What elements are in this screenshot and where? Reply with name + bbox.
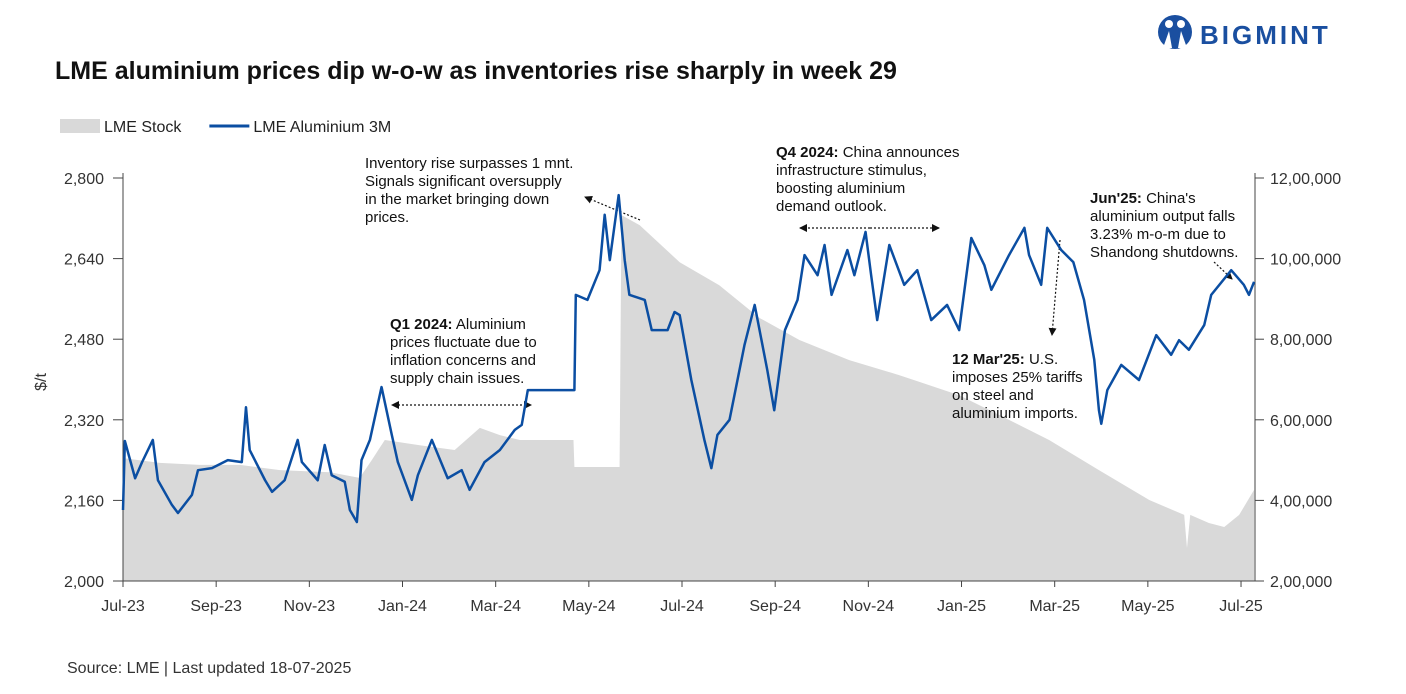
price-line [121, 193, 1256, 524]
logo: BIGMINT [1158, 15, 1331, 50]
annotation-text: Shandong shutdowns. [1090, 244, 1238, 261]
annotation-line: on steel and [952, 387, 1034, 404]
annotation-line: imposes 25% tariffs [952, 369, 1083, 386]
annotation-text: Q4 2024: China announces [776, 144, 959, 161]
x-tick-label: Nov-23 [284, 598, 336, 615]
annotation-lead: Jun'25: [1090, 190, 1142, 207]
annotation-line: demand outlook. [776, 198, 887, 215]
annotation-line: Signals significant oversupply [365, 173, 562, 190]
annotation-lead: Q1 2024: [390, 316, 453, 333]
axis-layer: 2,000 2,160 2,320 2,480 2,640 2,800 2,00,000 4,… [64, 171, 1341, 615]
annotation-text: Jun'25: China's [1090, 190, 1196, 207]
annotation-line: Aluminium [453, 316, 526, 333]
annotation-line: 3.23% m-o-m due to [1090, 226, 1226, 243]
annotation-arrow [1213, 261, 1233, 280]
x-tick-label: Mar-24 [470, 598, 521, 615]
x-tick-label: Jul-25 [1219, 598, 1263, 615]
annotation-text: infrastructure stimulus, [776, 162, 927, 179]
x-tick-label: Jan-25 [937, 598, 986, 615]
logo-icon-dot [1165, 20, 1173, 28]
y2-tick-label: 4,00,000 [1270, 493, 1332, 510]
annotation-text: 3.23% m-o-m due to [1090, 226, 1226, 243]
stock-area [123, 215, 1255, 582]
x-tick-label: Jul-23 [101, 598, 145, 615]
x-tick-label: Nov-24 [843, 598, 895, 615]
annotation-text: aluminium imports. [952, 405, 1078, 422]
area-layer [123, 215, 1255, 582]
annotation-line: Shandong shutdowns. [1090, 244, 1238, 261]
logo-icon-shape [1163, 31, 1187, 48]
line-layer [121, 193, 1256, 524]
x-tick-label: Sep-23 [190, 598, 242, 615]
annotation-line: aluminium output falls [1090, 208, 1235, 225]
legend-label: LME Aluminium 3M [253, 119, 391, 136]
legend-swatch [60, 119, 100, 133]
x-tick-label: May-25 [1121, 598, 1174, 615]
y2-tick-label: 6,00,000 [1270, 413, 1332, 430]
annotation-text: on steel and [952, 387, 1034, 404]
annotation-line: boosting aluminium [776, 180, 905, 197]
y-axis-label: $/t [33, 373, 50, 391]
arrows [391, 196, 1233, 409]
annotation-line: prices fluctuate due to [390, 334, 537, 351]
chart-title: LME aluminium prices dip w-o-w as invent… [55, 57, 897, 85]
annotation-arrow [584, 196, 641, 221]
y2-tick-label: 10,00,000 [1270, 252, 1341, 269]
x-tick-label: May-24 [562, 598, 615, 615]
y-tick-label: 2,480 [64, 332, 104, 349]
annotation-text: Signals significant oversupply [365, 173, 562, 190]
annotation-text: Q1 2024: Aluminium [390, 316, 526, 333]
annotation-line: supply chain issues. [390, 370, 524, 387]
annotation-line: Inventory rise surpasses 1 mnt. [365, 155, 573, 172]
y-tick-label: 2,800 [64, 171, 104, 188]
annotation-lead: Q4 2024: [776, 144, 839, 161]
x-tick-label: Sep-24 [749, 598, 801, 615]
annotation-text: supply chain issues. [390, 370, 524, 387]
x-tick-label: Jan-24 [378, 598, 427, 615]
annotation-line: prices. [365, 209, 409, 226]
annotation-text: in the market bringing down [365, 191, 549, 208]
y-tick-label: 2,000 [64, 574, 104, 591]
annotation-lead: 12 Mar'25: [952, 351, 1025, 368]
source: Source: LME | Last updated 18-07-2025 [67, 660, 351, 677]
annotation-line: inflation concerns and [390, 352, 536, 369]
x-tick-label: Mar-25 [1029, 598, 1080, 615]
y-tick-label: 2,320 [64, 413, 104, 430]
annotation-text: prices fluctuate due to [390, 334, 537, 351]
annotation-text: prices. [365, 209, 409, 226]
y-tick-label: 2,160 [64, 493, 104, 510]
annotation-text: aluminium output falls [1090, 208, 1235, 225]
y2-tick-label: 8,00,000 [1270, 332, 1332, 349]
annotation-line: aluminium imports. [952, 405, 1078, 422]
annotation-text: imposes 25% tariffs [952, 369, 1083, 386]
logo-icon [1158, 15, 1192, 49]
annotation-arrow [1048, 239, 1061, 336]
annotation-text: boosting aluminium [776, 180, 905, 197]
legend-label: LME Stock [104, 119, 182, 136]
annotation-text: 12 Mar'25: U.S. [952, 351, 1058, 368]
x-tick-label: Jul-24 [660, 598, 704, 615]
annotation-line: China's [1142, 190, 1196, 207]
annotation-text: Inventory rise surpasses 1 mnt. [365, 155, 573, 172]
annotation-line: U.S. [1025, 351, 1058, 368]
annotation-text: inflation concerns and [390, 352, 536, 369]
annotation-line: in the market bringing down [365, 191, 549, 208]
logo-text: BIGMINT [1200, 20, 1331, 50]
annotation-line: infrastructure stimulus, [776, 162, 927, 179]
annotation-text: demand outlook. [776, 198, 887, 215]
logo-icon-dot [1177, 20, 1185, 28]
annotation-line: China announces [839, 144, 960, 161]
y2-tick-label: 2,00,000 [1270, 574, 1332, 591]
y-tick-label: 2,640 [64, 252, 104, 269]
y2-tick-label: 12,00,000 [1270, 171, 1341, 188]
